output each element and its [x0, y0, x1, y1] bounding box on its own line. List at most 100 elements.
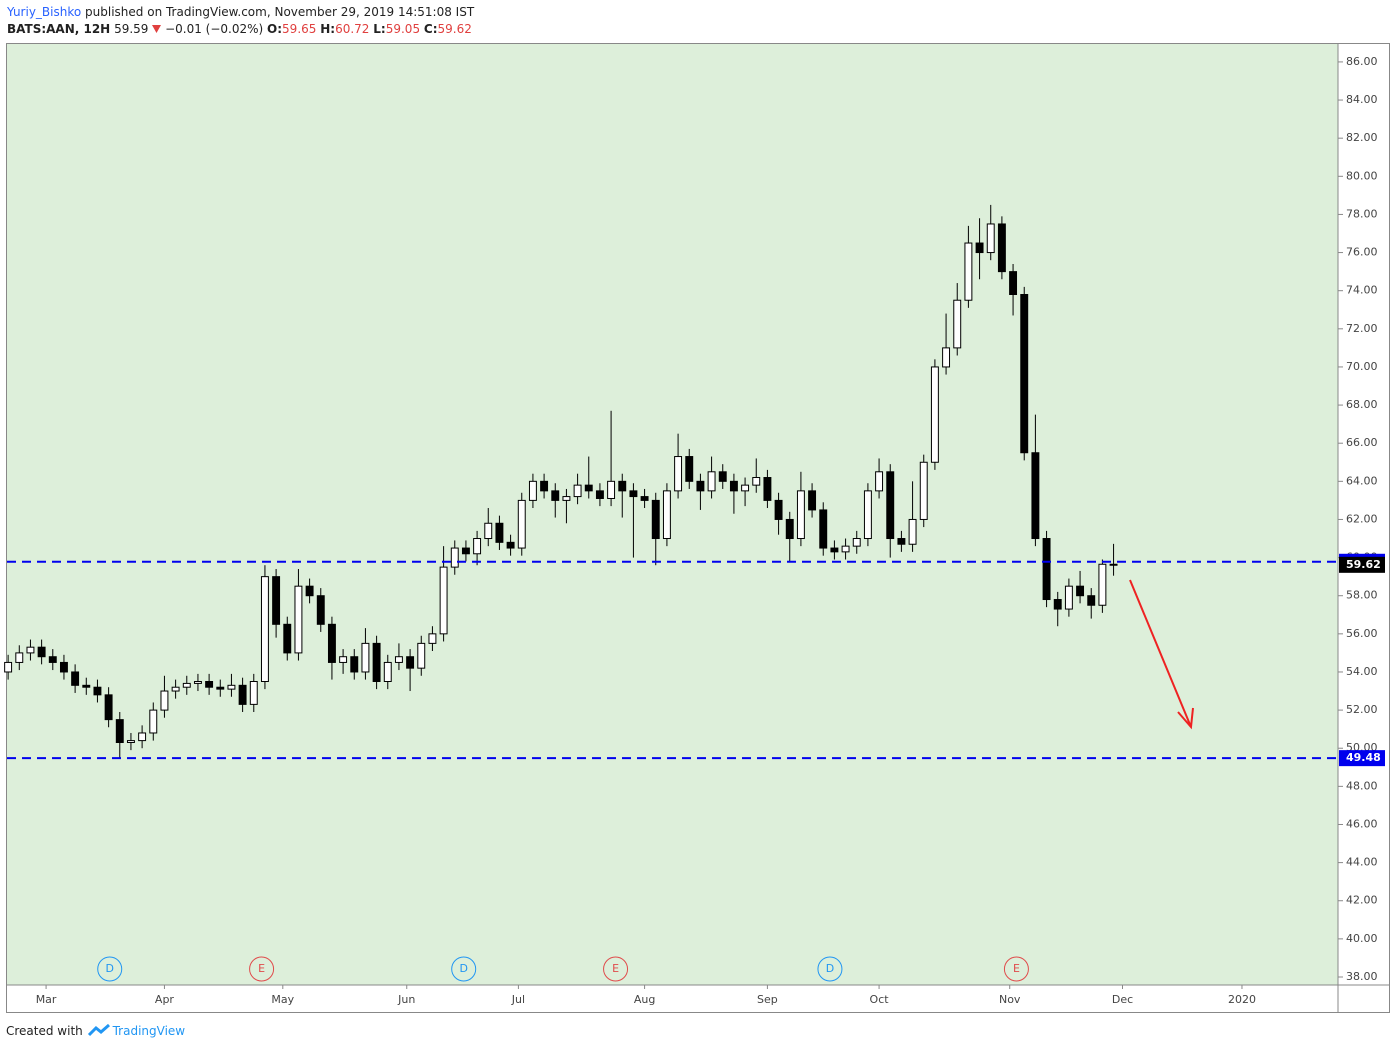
header-line: Yuriy_Bishko published on TradingView.co… — [7, 5, 474, 19]
header-quote: BATS:AAN, 12H 59.59 −0.01 (−0.02%) O:59.… — [7, 22, 472, 36]
ohlc-label: C: — [423, 22, 438, 36]
candle-body — [394, 656, 403, 663]
candle-body — [562, 496, 571, 501]
event-label: E — [258, 962, 265, 975]
y-tick-label: 80.00 — [1346, 169, 1378, 182]
candle-body — [350, 656, 359, 673]
candle-body — [283, 623, 292, 654]
candle-body — [59, 661, 68, 673]
y-tick-label: 62.00 — [1346, 512, 1378, 525]
ohlc-value: 59.05 — [385, 22, 421, 36]
candle-body — [618, 480, 627, 492]
candle-body — [160, 690, 169, 711]
candle-body — [15, 652, 24, 663]
author[interactable]: Yuriy_Bishko — [7, 5, 82, 19]
candle-body — [852, 538, 861, 547]
x-tick-label: Nov — [999, 993, 1021, 1006]
candle-body — [1031, 452, 1040, 540]
candle-body — [897, 538, 906, 545]
event-marker — [817, 956, 843, 982]
candle-body — [26, 646, 35, 654]
candle-body — [439, 566, 448, 635]
candle-body — [741, 484, 750, 492]
candle-body — [461, 547, 470, 555]
candle-body — [1087, 595, 1096, 606]
event-label: E — [612, 962, 619, 975]
candle-body — [640, 496, 649, 501]
event-marker — [97, 956, 123, 982]
candle-body — [294, 585, 303, 654]
candle-body — [48, 656, 57, 663]
candle-body — [216, 686, 225, 690]
candle-body — [1076, 585, 1085, 597]
candle-body — [93, 686, 102, 696]
candle-body — [339, 656, 348, 663]
candle-body — [305, 585, 314, 597]
y-tick-label: 72.00 — [1346, 322, 1378, 335]
published: published on TradingView.com, November 2… — [85, 5, 475, 19]
y-tick-label: 86.00 — [1346, 55, 1378, 68]
candle-body — [551, 490, 560, 501]
candle-body — [930, 366, 939, 463]
x-tick-label: Jun — [397, 993, 415, 1006]
candle-body — [473, 538, 482, 555]
candle-body — [707, 471, 716, 492]
last-price-bg — [1339, 556, 1385, 573]
candle-body — [808, 490, 817, 511]
level-label: 49.48 — [1346, 751, 1381, 764]
candle-body — [126, 740, 135, 744]
brand[interactable]: TradingView — [112, 1024, 186, 1038]
candle-body — [919, 461, 928, 520]
candle-body — [428, 633, 437, 644]
event-label: D — [105, 962, 113, 975]
y-tick-label: 70.00 — [1346, 360, 1378, 373]
candle-body — [71, 671, 80, 686]
y-tick-label: 42.00 — [1346, 894, 1378, 907]
event-marker — [603, 956, 629, 982]
candle-body — [729, 480, 738, 492]
candle-body — [506, 541, 515, 549]
candle-body — [674, 456, 683, 492]
ohlc-label: H: — [320, 22, 336, 36]
y-tick-label: 84.00 — [1346, 93, 1378, 106]
candle-body — [37, 646, 46, 658]
candle-body — [4, 661, 13, 673]
x-tick-label: Aug — [634, 993, 655, 1006]
candle-body — [238, 684, 247, 705]
candle-body — [875, 471, 884, 492]
ohlc-label: L: — [373, 22, 386, 36]
y-tick-label: 46.00 — [1346, 817, 1378, 830]
y-tick-label: 68.00 — [1346, 398, 1378, 411]
x-tick-label: Apr — [155, 993, 175, 1006]
candle-body — [651, 499, 660, 540]
candle-body — [327, 623, 336, 663]
down-arrow — [152, 25, 162, 33]
candle-body — [484, 522, 493, 540]
candle-body — [205, 681, 214, 688]
candle-body — [629, 490, 638, 498]
candle-body — [953, 299, 962, 349]
candle-body — [685, 456, 694, 482]
candle-body — [450, 547, 459, 568]
candle-body — [830, 547, 839, 553]
candle-body — [82, 684, 91, 688]
frame — [6, 43, 1390, 1013]
x-tick-label: Mar — [36, 993, 57, 1006]
candle-body — [272, 576, 281, 625]
event-label: D — [826, 962, 834, 975]
ohlc-value: 59.62 — [437, 22, 472, 36]
y-tick-label: 78.00 — [1346, 207, 1378, 220]
x-tick-label: Oct — [870, 993, 890, 1006]
last: 59.59 — [114, 22, 149, 36]
candle-body — [975, 242, 984, 254]
y-tick-label: 54.00 — [1346, 665, 1378, 678]
candle-body — [819, 509, 828, 549]
candle-body — [540, 480, 549, 492]
candle-body — [260, 576, 269, 683]
candle-body — [584, 484, 593, 492]
candle-body — [774, 499, 783, 520]
y-tick-label: 76.00 — [1346, 246, 1378, 259]
last-price-label: 59.62 — [1346, 558, 1381, 571]
candle-body — [752, 477, 761, 486]
